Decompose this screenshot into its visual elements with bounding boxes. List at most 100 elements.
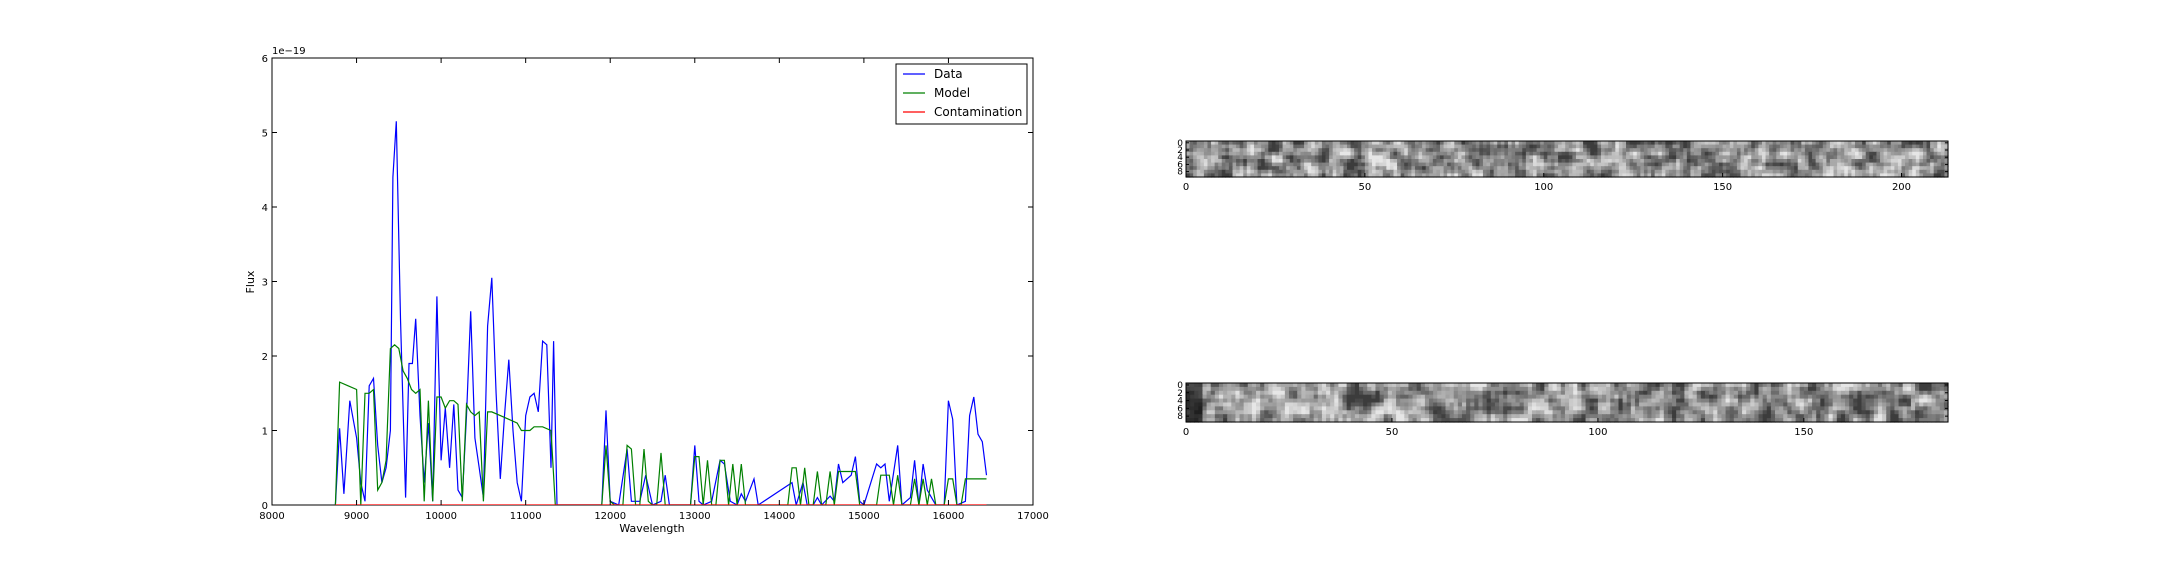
image-pixel: [1561, 162, 1566, 167]
image-pixel: [1280, 398, 1286, 404]
image-pixel: [1618, 383, 1624, 388]
image-pixel: [1790, 148, 1795, 153]
image-pixel: [1339, 144, 1345, 149]
image-pixel: [1490, 155, 1495, 160]
image-pixel: [1326, 418, 1331, 423]
image-pixel: [1503, 406, 1508, 411]
image-pixel: [1708, 159, 1713, 164]
image-pixel: [1522, 144, 1527, 149]
image-pixel: [1389, 144, 1395, 149]
image-pixel: [1441, 406, 1447, 411]
image-pixel: [1260, 398, 1265, 404]
image-pixel: [1906, 410, 1912, 415]
image-pixel: [1425, 141, 1430, 146]
image-pixel: [1404, 162, 1409, 167]
image-pixel: [1414, 148, 1420, 153]
image-pixel: [1600, 155, 1606, 160]
image-pixel: [1711, 155, 1717, 160]
image-pixel: [1935, 418, 1941, 423]
image-pixel: [1447, 144, 1452, 149]
image-pixel: [1672, 159, 1677, 164]
image-pixel: [1500, 144, 1505, 149]
image-pixel: [1865, 144, 1870, 149]
image-pixel: [1647, 162, 1652, 167]
image-pixel: [1271, 141, 1277, 146]
image-pixel: [1922, 162, 1928, 167]
image-pixel: [1307, 162, 1312, 167]
image-pixel: [1367, 394, 1372, 400]
image-pixel: [1690, 173, 1695, 178]
image-pixel: [1286, 173, 1291, 178]
image-pixel: [1577, 383, 1583, 388]
image-pixel: [1396, 390, 1401, 396]
image-pixel: [1725, 394, 1731, 400]
image-pixel: [1554, 173, 1559, 178]
image-pixel: [1604, 144, 1609, 149]
image-pixel: [1626, 141, 1631, 146]
image-pixel: [1443, 155, 1448, 160]
image-pixel: [1288, 383, 1294, 388]
image-pixel: [1454, 148, 1459, 153]
image-pixel: [1684, 414, 1690, 419]
image-pixel: [1389, 151, 1395, 156]
image-pixel: [1522, 141, 1527, 146]
image-pixel: [1397, 144, 1402, 149]
image-pixel: [1391, 418, 1397, 423]
image-pixel: [1919, 398, 1924, 404]
image-pixel: [1711, 151, 1717, 156]
image-pixel: [1437, 414, 1442, 419]
image-pixel: [1758, 151, 1763, 156]
image-pixel: [1640, 148, 1645, 153]
image-pixel: [1397, 166, 1402, 171]
image-pixel: [1668, 151, 1674, 156]
image-pixel: [1449, 394, 1455, 400]
image-pixel: [1540, 394, 1545, 400]
image-pixel: [1211, 159, 1216, 164]
image-pixel: [1256, 383, 1261, 388]
image-pixel: [1407, 166, 1412, 171]
image-pixel: [1854, 151, 1860, 156]
image-pixel: [1679, 159, 1684, 164]
image-pixel: [1606, 414, 1611, 419]
image-pixel: [1330, 386, 1335, 392]
image-pixel: [1897, 141, 1903, 146]
image-pixel: [1354, 410, 1360, 415]
image-pixel: [1820, 383, 1826, 388]
image-pixel: [1833, 148, 1838, 153]
image-pixel: [1614, 418, 1620, 423]
image-pixel: [1218, 390, 1224, 396]
image-pixel: [1880, 144, 1885, 149]
image-pixel: [1515, 151, 1520, 156]
image-pixel: [1629, 166, 1634, 171]
image-pixel: [1334, 386, 1339, 392]
image-pixel: [1943, 410, 1949, 415]
image-pixel: [1665, 141, 1670, 146]
image-pixel: [1708, 162, 1713, 167]
image-pixel: [1466, 383, 1471, 388]
image-pixel: [1828, 386, 1834, 392]
image-pixel: [1523, 410, 1529, 415]
image-pixel: [1787, 173, 1792, 178]
image-pixel: [1679, 162, 1684, 167]
image-pixel: [1210, 383, 1216, 388]
image-pixel: [1715, 155, 1720, 160]
image-pixel: [1618, 394, 1624, 400]
image-pixel: [1414, 144, 1420, 149]
image-pixel: [1597, 398, 1603, 404]
image-pixel: [1332, 144, 1337, 149]
image-pixel: [1564, 418, 1570, 423]
image-pixel: [1733, 148, 1738, 153]
image-pixel: [1500, 162, 1505, 167]
image-pixel: [1329, 141, 1334, 146]
image-pixel: [1697, 169, 1702, 174]
image-pixel: [1503, 410, 1508, 415]
image-pixel: [1441, 418, 1447, 423]
image-pixel: [1253, 169, 1259, 174]
image-pixel: [1499, 414, 1504, 419]
image-pixel: [1354, 418, 1360, 423]
image-pixel: [1744, 166, 1749, 171]
image-pixel: [1651, 398, 1657, 404]
image-pixel: [1824, 418, 1830, 423]
image-pixel: [1288, 390, 1294, 396]
image-pixel: [1634, 398, 1640, 404]
